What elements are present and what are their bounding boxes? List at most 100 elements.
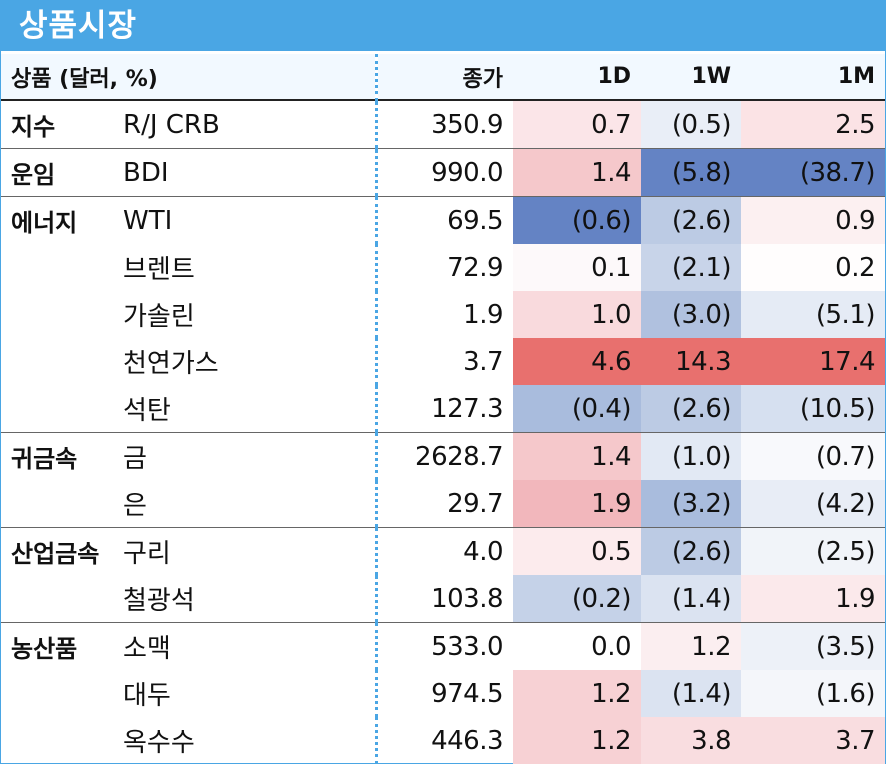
change-1d-cell: 1.2 [513, 670, 642, 717]
item-cell: 대두 [111, 670, 378, 717]
close-cell: 1.9 [463, 299, 504, 330]
change-1d-cell: 4.6 [513, 338, 642, 385]
category-cell: 귀금속 [1, 432, 111, 480]
close-cell: 2628.7 [376, 432, 514, 480]
table-header-row: 상품 (달러, %) 종가 1D 1W 1M [1, 54, 886, 101]
change-1w-cell: (0.5) [641, 100, 742, 149]
title-bar: 상품시장 [1, 1, 885, 51]
close-cell: 72.9 [447, 252, 504, 283]
change-1m-cell: 17.4 [741, 338, 886, 385]
item-cell: BDI [111, 148, 378, 197]
commodity-table: 상품 (달러, %) 종가 1D 1W 1M 지수 R/J CRB 350.9 0.7… [1, 54, 886, 764]
change-1m-cell: (0.7) [741, 432, 886, 480]
table-row: 석탄 127.3 (0.4) (2.6) (10.5) [1, 385, 886, 433]
item-cell: 은 [111, 480, 378, 528]
item-cell: 가솔린 [111, 291, 378, 338]
category-cell [1, 244, 111, 291]
change-1m-cell: 0.2 [741, 244, 886, 291]
item-cell: WTI [111, 196, 378, 244]
change-1w-cell: (2.6) [641, 385, 742, 433]
close-cell: 3.7 [463, 346, 504, 377]
category-cell [1, 670, 111, 717]
change-1d-cell: (0.2) [513, 575, 642, 623]
change-1m-cell: (1.6) [741, 670, 886, 717]
change-1w-cell: (1.0) [641, 432, 742, 480]
panel-title: 상품시장 [19, 8, 138, 44]
category-cell: 에너지 [1, 196, 111, 244]
change-1d-cell: (0.6) [513, 196, 642, 244]
header-1m: 1M [741, 54, 886, 101]
item-cell: 소맥 [111, 622, 378, 670]
table-row: 귀금속 금 2628.7 1.4 (1.0) (0.7) [1, 432, 886, 480]
change-1m-cell: 3.7 [741, 717, 886, 764]
change-1w-cell: (2.6) [641, 196, 742, 244]
close-cell: 29.7 [447, 488, 504, 519]
close-cell: 69.5 [376, 196, 514, 244]
item-cell: 옥수수 [111, 717, 378, 764]
category-cell: 산업금속 [1, 527, 111, 575]
table-row: 철광석 103.8 (0.2) (1.4) 1.9 [1, 575, 886, 623]
change-1m-cell: (4.2) [741, 480, 886, 528]
category-cell [1, 575, 111, 623]
close-cell: 990.0 [376, 148, 514, 197]
change-1m-cell: (10.5) [741, 385, 886, 433]
change-1d-cell: 1.0 [513, 291, 642, 338]
change-1w-cell: 1.2 [641, 622, 742, 670]
change-1w-cell: (5.8) [641, 148, 742, 197]
change-1d-cell: 1.4 [513, 432, 642, 480]
item-cell: 석탄 [111, 385, 378, 433]
table-row: 운임 BDI 990.0 1.4 (5.8) (38.7) [1, 148, 886, 197]
close-cell: 974.5 [431, 678, 504, 709]
item-cell: 구리 [111, 527, 378, 575]
table-row: 은 29.7 1.9 (3.2) (4.2) [1, 480, 886, 528]
category-cell: 농산품 [1, 622, 111, 670]
close-cell: 446.3 [431, 725, 504, 756]
table-row: 에너지 WTI 69.5 (0.6) (2.6) 0.9 [1, 196, 886, 244]
close-cell: 4.0 [376, 527, 514, 575]
header-1w: 1W [641, 54, 742, 101]
header-close: 종가 [376, 54, 514, 101]
change-1d-cell: 1.4 [513, 148, 642, 197]
change-1m-cell: 1.9 [741, 575, 886, 623]
change-1d-cell: 0.0 [513, 622, 642, 670]
table-row: 농산품 소맥 533.0 0.0 1.2 (3.5) [1, 622, 886, 670]
item-cell: 브렌트 [111, 244, 378, 291]
change-1d-cell: 0.5 [513, 527, 642, 575]
table-row: 지수 R/J CRB 350.9 0.7 (0.5) 2.5 [1, 100, 886, 149]
change-1w-cell: (1.4) [641, 670, 742, 717]
table-row: 대두 974.5 1.2 (1.4) (1.6) [1, 670, 886, 717]
change-1d-cell: 0.7 [513, 100, 642, 149]
change-1d-cell: 0.1 [513, 244, 642, 291]
category-cell: 운임 [1, 148, 111, 197]
item-cell: 철광석 [111, 575, 378, 623]
table-row: 브렌트 72.9 0.1 (2.1) 0.2 [1, 244, 886, 291]
change-1m-cell: (38.7) [741, 148, 886, 197]
category-cell [1, 480, 111, 528]
header-1d: 1D [513, 54, 642, 101]
category-cell [1, 291, 111, 338]
change-1m-cell: 0.9 [741, 196, 886, 244]
close-cell: 103.8 [431, 583, 504, 614]
table-row: 산업금속 구리 4.0 0.5 (2.6) (2.5) [1, 527, 886, 575]
table-row: 가솔린 1.9 1.0 (3.0) (5.1) [1, 291, 886, 338]
item-cell: 금 [111, 432, 378, 480]
category-cell [1, 717, 111, 764]
change-1d-cell: (0.4) [513, 385, 642, 433]
item-cell: R/J CRB [111, 100, 378, 149]
category-cell: 지수 [11, 113, 56, 141]
close-cell: 533.0 [376, 622, 514, 670]
table-row: 옥수수 446.3 1.2 3.8 3.7 [1, 717, 886, 764]
change-1m-cell: (2.5) [741, 527, 886, 575]
change-1d-cell: 1.9 [513, 480, 642, 528]
table-body: 지수 R/J CRB 350.9 0.7 (0.5) 2.5 운임 BDI 990.0 1.4 (5… [1, 100, 886, 764]
change-1w-cell: (3.0) [641, 291, 742, 338]
close-cell: 350.9 [431, 109, 504, 140]
change-1w-cell: 3.8 [641, 717, 742, 764]
change-1w-cell: (3.2) [641, 480, 742, 528]
header-category: 상품 (달러, %) [1, 54, 378, 101]
category-cell [1, 385, 111, 433]
change-1w-cell: (2.6) [641, 527, 742, 575]
change-1w-cell: (2.1) [641, 244, 742, 291]
change-1w-cell: (1.4) [641, 575, 742, 623]
